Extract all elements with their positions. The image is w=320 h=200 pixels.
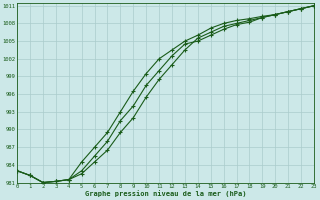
X-axis label: Graphe pression niveau de la mer (hPa): Graphe pression niveau de la mer (hPa) (85, 190, 246, 197)
